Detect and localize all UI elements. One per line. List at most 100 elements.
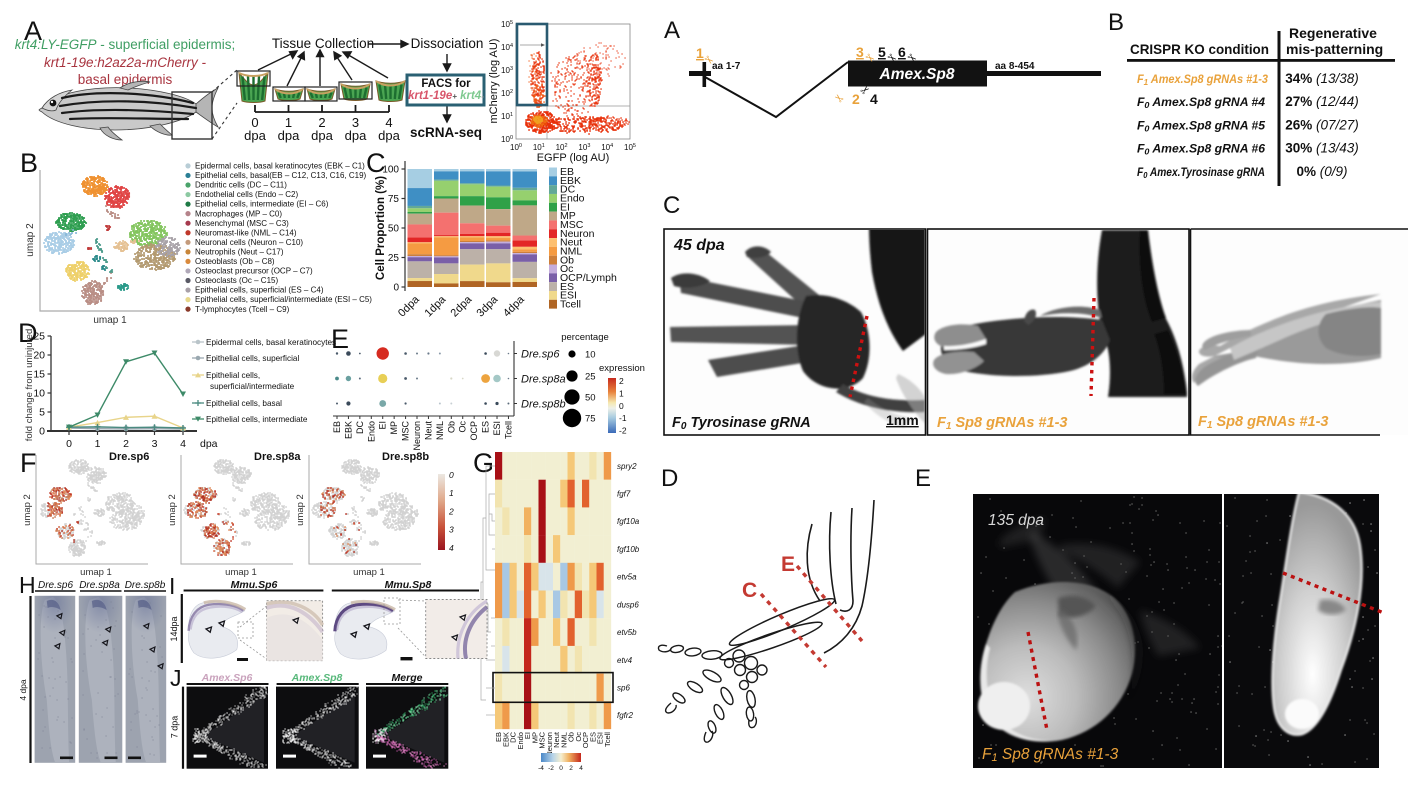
- svg-text:Cell Proportion (%): Cell Proportion (%): [375, 176, 387, 280]
- svg-text:3: 3: [352, 115, 359, 130]
- svg-text:103: 103: [578, 143, 590, 152]
- svg-text:-2: -2: [619, 426, 627, 436]
- svg-text:EBK: EBK: [501, 732, 510, 747]
- svg-text:0: 0: [39, 426, 45, 438]
- svg-text:EBK: EBK: [343, 421, 353, 439]
- svg-text:3: 3: [856, 44, 864, 60]
- svg-text:4dpa: 4dpa: [501, 293, 527, 319]
- svg-text:MSC: MSC: [538, 731, 547, 748]
- svg-text:NML: NML: [435, 421, 445, 440]
- svg-text:Dendritic cells (DC – C11): Dendritic cells (DC – C11): [195, 181, 287, 190]
- svg-text:75: 75: [585, 414, 596, 425]
- svg-text:umap 2: umap 2: [25, 223, 36, 257]
- svg-text:D: D: [18, 318, 38, 348]
- svg-text:Neuron: Neuron: [412, 421, 422, 451]
- svg-text:4: 4: [449, 543, 454, 553]
- svg-text:Epidermal cells, basal keratin: Epidermal cells, basal keratinocytes (EB…: [195, 162, 365, 171]
- svg-text:F0 Amex.Sp8 gRNA #5: F0 Amex.Sp8 gRNA #5: [1137, 120, 1266, 133]
- svg-text:100: 100: [501, 135, 513, 144]
- svg-text:Epithelial cells, superficial: Epithelial cells, superficial (ES – C4): [195, 286, 324, 295]
- svg-text:basal epidermis: basal epidermis: [78, 72, 173, 87]
- svg-text:umap 1: umap 1: [80, 567, 112, 578]
- svg-text:7 dpa: 7 dpa: [170, 716, 180, 739]
- svg-text:Neuromast-like (NML – C14): Neuromast-like (NML – C14): [195, 228, 297, 237]
- svg-text:Ob: Ob: [567, 732, 576, 742]
- svg-text:G: G: [473, 448, 494, 478]
- svg-text:T-lymphocytes (Tcell – C9): T-lymphocytes (Tcell – C9): [195, 305, 290, 314]
- svg-text:Tissue Collection: Tissue Collection: [272, 36, 374, 51]
- svg-text:MP: MP: [560, 210, 576, 222]
- svg-text:Amex.Sp8: Amex.Sp8: [879, 66, 955, 83]
- svg-text:fold change from uninjured: fold change from uninjured: [24, 329, 35, 442]
- svg-text:MSC: MSC: [560, 219, 584, 231]
- svg-text:EGFP (log AU): EGFP (log AU): [537, 152, 610, 164]
- svg-text:FACS for: FACS for: [421, 78, 471, 90]
- svg-text:OCP: OCP: [469, 421, 479, 441]
- svg-text:DC: DC: [509, 731, 518, 742]
- svg-text:0% (0/9): 0% (0/9): [1296, 164, 1347, 179]
- svg-text:MP: MP: [389, 421, 399, 435]
- svg-text:F0 Tyrosinase gRNA: F0 Tyrosinase gRNA: [672, 415, 811, 432]
- svg-text:F1 Amex.Sp8 gRNAs #1-3: F1 Amex.Sp8 gRNAs #1-3: [1137, 74, 1269, 87]
- svg-text:I: I: [169, 573, 175, 599]
- svg-text:dpa: dpa: [244, 128, 266, 143]
- svg-text:Epithelial cells, basal: Epithelial cells, basal: [206, 399, 282, 408]
- svg-text:100: 100: [510, 143, 522, 152]
- svg-text:ESI: ESI: [596, 732, 605, 744]
- svg-text:Osteoclast precursor (OCP – C7: Osteoclast precursor (OCP – C7): [195, 267, 313, 276]
- svg-text:C: C: [663, 192, 680, 219]
- svg-text:A: A: [24, 16, 42, 46]
- svg-text:Osteoblasts (Ob – C8): Osteoblasts (Ob – C8): [195, 257, 275, 266]
- svg-text:Epithelial cells, superficial/: Epithelial cells, superficial/intermedia…: [195, 295, 372, 304]
- svg-text:DC: DC: [560, 184, 576, 196]
- svg-text:fgf10b: fgf10b: [617, 545, 640, 554]
- svg-text:EI: EI: [378, 421, 388, 430]
- svg-text:Oc: Oc: [574, 732, 583, 742]
- svg-text:4 dpa: 4 dpa: [18, 679, 28, 701]
- svg-text:102: 102: [556, 143, 568, 152]
- svg-text:Ob: Ob: [446, 421, 456, 433]
- svg-text:superficial/intermediate: superficial/intermediate: [210, 382, 295, 391]
- svg-text:A: A: [664, 17, 680, 44]
- svg-text:Neuron: Neuron: [560, 228, 595, 240]
- svg-text:F1 Sp8 gRNAs #1-3: F1 Sp8 gRNAs #1-3: [1198, 414, 1328, 431]
- svg-text:F: F: [20, 448, 37, 478]
- svg-text:-2: -2: [548, 765, 554, 772]
- svg-text:3: 3: [449, 525, 454, 535]
- svg-text:Dissociation: Dissociation: [411, 36, 484, 51]
- svg-text:E: E: [781, 553, 795, 576]
- svg-text:umap 2: umap 2: [167, 494, 178, 526]
- svg-text:1mm: 1mm: [886, 412, 919, 428]
- svg-text:4: 4: [579, 765, 583, 772]
- svg-text:25: 25: [388, 253, 400, 264]
- svg-text:F1 Sp8 gRNAs #1-3: F1 Sp8 gRNAs #1-3: [982, 746, 1119, 764]
- svg-text:75: 75: [388, 194, 400, 205]
- svg-text:4: 4: [180, 438, 186, 450]
- svg-text:1: 1: [95, 438, 101, 450]
- svg-text:H: H: [19, 572, 36, 598]
- svg-text:etv5b: etv5b: [617, 628, 637, 637]
- svg-text:B: B: [1108, 9, 1124, 36]
- svg-text:4: 4: [870, 91, 878, 107]
- svg-text:Osteoclasts (Oc – C15): Osteoclasts (Oc – C15): [195, 276, 278, 285]
- svg-text:105: 105: [501, 20, 513, 29]
- svg-text:dpa: dpa: [378, 128, 400, 143]
- svg-text:ES: ES: [588, 732, 597, 742]
- svg-text:Epidermal cells, basal keratin: Epidermal cells, basal keratinocytes: [206, 338, 336, 347]
- svg-text:umap 1: umap 1: [225, 567, 257, 578]
- svg-text:Dre.sp6: Dre.sp6: [38, 580, 73, 591]
- svg-text:dusp6: dusp6: [617, 600, 639, 609]
- svg-text:135 dpa: 135 dpa: [988, 512, 1044, 529]
- svg-text:105: 105: [624, 143, 636, 152]
- svg-text:spry2: spry2: [617, 462, 637, 471]
- svg-text:umap 2: umap 2: [295, 494, 306, 526]
- svg-text:dpa: dpa: [200, 438, 218, 450]
- svg-text:umap 2: umap 2: [22, 494, 33, 526]
- svg-text:EBK: EBK: [560, 175, 581, 187]
- svg-text:F0 Amex.Tyrosinase gRNA: F0 Amex.Tyrosinase gRNA: [1137, 167, 1265, 180]
- svg-text:EB: EB: [332, 421, 342, 433]
- svg-text:F0 Amex.Sp8 gRNA #4: F0 Amex.Sp8 gRNA #4: [1137, 97, 1266, 110]
- svg-text:✂: ✂: [832, 90, 847, 105]
- svg-text:MP: MP: [530, 732, 539, 743]
- svg-text:26% (07/27): 26% (07/27): [1285, 117, 1359, 132]
